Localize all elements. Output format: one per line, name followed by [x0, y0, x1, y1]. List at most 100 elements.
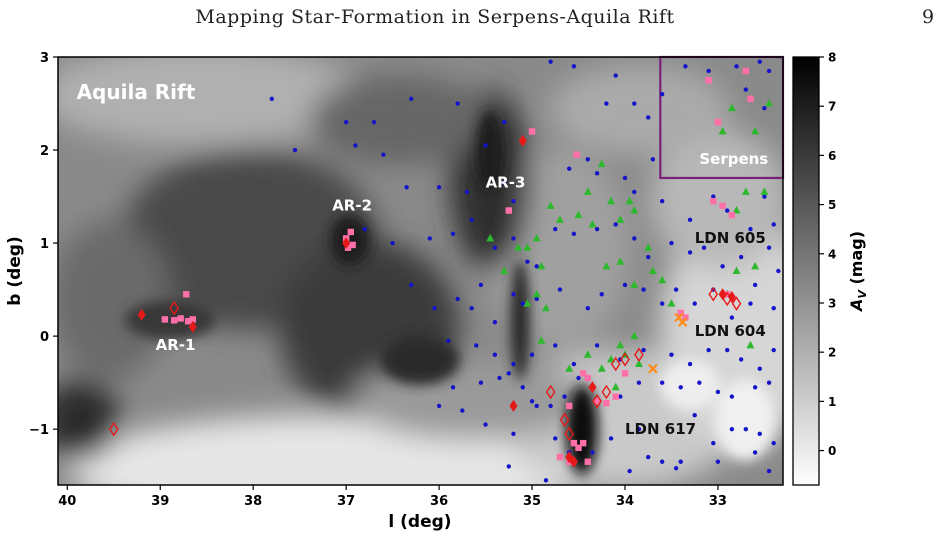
marker-triangle-1-0	[486, 233, 495, 242]
marker-dot-0-142	[646, 454, 651, 460]
marker-dot-0-146	[766, 468, 772, 474]
marker-dot-0-122	[460, 408, 465, 413]
marker-dot-0-136	[743, 426, 749, 432]
marker-dot-0-15	[734, 64, 739, 69]
x-tick-label-6: 34	[616, 494, 634, 509]
marker-dot-0-41	[771, 222, 776, 227]
marker-dot-0-54	[613, 222, 618, 227]
y-tick-label-3: 2	[40, 144, 49, 159]
marker-dot-0-129	[608, 436, 614, 441]
marker-dot-0-0	[269, 96, 274, 102]
colorbar-label: AV (mag)	[847, 231, 869, 313]
marker-cross-5-2	[677, 317, 688, 327]
marker-square-2-20	[570, 439, 578, 447]
marker-dot-0-111	[576, 375, 581, 381]
marker-dot-0-85	[771, 306, 776, 311]
marker-dot-0-9	[604, 101, 609, 106]
marker-diamond-open-4-12	[731, 296, 742, 311]
marker-dot-0-106	[506, 371, 512, 376]
marker-triangle-1-33	[616, 340, 625, 349]
marker-dot-0-61	[738, 254, 744, 260]
marker-dot-0-10	[632, 101, 637, 106]
marker-dot-0-80	[673, 287, 679, 292]
marker-triangle-1-10	[555, 215, 564, 223]
marker-dot-0-133	[692, 413, 697, 418]
marker-dot-0-135	[729, 426, 735, 432]
marker-dot-0-138	[771, 440, 776, 446]
marker-dot-0-55	[632, 236, 637, 241]
marker-square-2-18	[612, 393, 619, 400]
colorbar-tick-label-7: 7	[828, 100, 836, 114]
marker-dot-0-58	[687, 250, 693, 255]
marker-square-2-30	[705, 77, 712, 84]
marker-dot-0-62	[752, 282, 758, 288]
marker-dot-0-59	[701, 245, 707, 250]
marker-square-2-2	[177, 315, 184, 322]
marker-diamond-open-4-6	[601, 384, 612, 400]
marker-triangle-1-41	[760, 187, 769, 195]
marker-triangle-1-3	[523, 243, 532, 251]
marker-dot-0-97	[687, 361, 693, 367]
marker-square-2-15	[584, 374, 592, 382]
marker-dot-0-124	[511, 431, 516, 437]
marker-triangle-1-15	[607, 196, 616, 205]
marker-dot-0-118	[729, 394, 735, 399]
marker-dot-0-102	[771, 347, 776, 353]
marker-dot-0-120	[766, 380, 772, 385]
marker-dot-0-98	[706, 347, 711, 353]
colorbar-tick-label-6: 6	[828, 149, 836, 163]
marker-dot-0-63	[766, 245, 772, 250]
marker-square-2-29	[714, 118, 722, 126]
marker-triangle-1-39	[765, 99, 774, 107]
colorbar-tick-label-3: 3	[828, 296, 836, 310]
marker-square-2-32	[747, 95, 754, 103]
marker-triangle-1-26	[537, 336, 546, 344]
marker-dot-0-78	[641, 287, 646, 292]
annotation-ldn604: LDN 604	[695, 322, 766, 340]
annotation-ldn617: LDN 617	[625, 420, 696, 438]
marker-diamond-filled-3-7	[569, 455, 578, 468]
y-tick-label-2: 1	[40, 237, 49, 252]
x-tick-label-7: 33	[709, 494, 727, 509]
marker-dot-0-86	[446, 338, 451, 343]
marker-triangle-1-21	[644, 243, 653, 251]
marker-diamond-open-4-3	[559, 412, 570, 428]
marker-dot-0-91	[553, 343, 558, 348]
marker-dot-0-6	[548, 59, 553, 64]
marker-dot-0-89	[511, 361, 516, 367]
marker-dot-0-103	[450, 385, 456, 390]
marker-triangle-1-9	[546, 201, 555, 209]
marker-diamond-filled-3-1	[188, 320, 197, 333]
marker-dot-0-139	[506, 464, 512, 469]
marker-dot-0-110	[562, 394, 567, 399]
marker-dot-0-65	[409, 282, 414, 288]
marker-dot-0-140	[543, 478, 549, 483]
marker-dot-0-8	[613, 73, 618, 78]
marker-dot-0-56	[646, 254, 651, 260]
marker-triangle-1-37	[727, 103, 736, 112]
marker-square-2-22	[579, 439, 587, 447]
marker-triangle-1-32	[634, 359, 643, 368]
marker-dot-0-7	[571, 64, 577, 69]
marker-square-2-27	[682, 314, 689, 321]
marker-dot-0-101	[757, 366, 762, 371]
x-tick-label-1: 39	[151, 494, 169, 509]
marker-dot-0-104	[478, 380, 484, 385]
marker-square-2-19	[621, 370, 629, 377]
marker-dot-0-125	[534, 403, 539, 409]
marker-triangle-1-16	[616, 215, 625, 223]
marker-square-2-7	[347, 228, 354, 236]
colorbar-tick-label-2: 2	[828, 346, 836, 360]
marker-dot-0-19	[762, 105, 767, 111]
y-axis-label: b (deg)	[5, 236, 25, 306]
marker-dot-0-32	[622, 175, 628, 181]
marker-dot-0-3	[409, 96, 414, 102]
marker-diamond-open-4-0	[108, 421, 119, 437]
marker-dot-0-114	[659, 380, 665, 385]
x-tick-label-2: 38	[244, 494, 262, 509]
marker-triangle-1-43	[751, 261, 760, 270]
marker-dot-0-1	[343, 119, 349, 125]
marker-dot-0-87	[474, 343, 479, 348]
marker-dot-0-99	[725, 347, 730, 353]
marker-dot-0-28	[511, 199, 516, 204]
